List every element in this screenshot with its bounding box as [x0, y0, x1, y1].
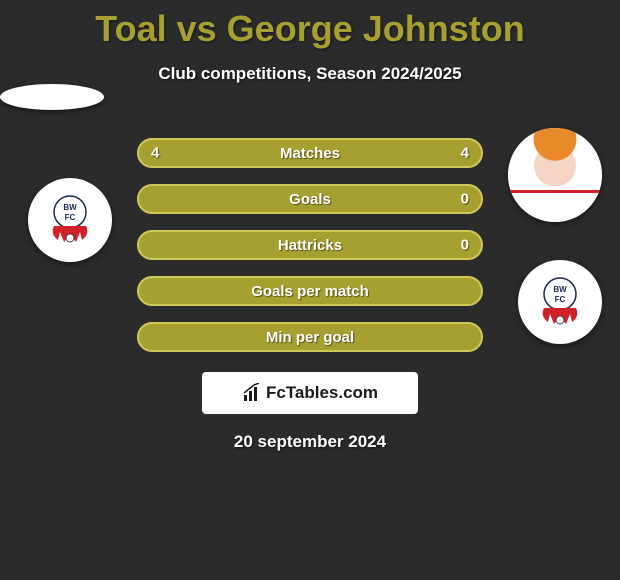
club-badge-graphic: BW FC [40, 190, 100, 250]
stat-right-value: 4 [461, 145, 469, 162]
club-badge-graphic: BW FC [530, 272, 590, 332]
stat-label: Hattricks [278, 237, 342, 254]
stat-label: Matches [280, 145, 340, 162]
bar-chart-icon [242, 383, 262, 403]
stat-row: Goals 0 [137, 184, 483, 214]
svg-text:FC: FC [65, 213, 76, 222]
svg-text:BW: BW [63, 203, 77, 212]
stat-right-value: 0 [461, 191, 469, 208]
stat-label: Min per goal [266, 329, 354, 346]
stat-label: Goals per match [251, 283, 369, 300]
club-right-badge: BW FC [518, 260, 602, 344]
attribution-badge: FcTables.com [202, 372, 418, 414]
svg-text:BW: BW [553, 285, 567, 294]
stat-right-value: 0 [461, 237, 469, 254]
player-left-photo [0, 84, 104, 110]
stat-row: 4 Matches 4 [137, 138, 483, 168]
stat-label: Goals [289, 191, 331, 208]
club-left-badge: BW FC [28, 178, 112, 262]
attribution-text: FcTables.com [266, 383, 378, 403]
page-title: Toal vs George Johnston [0, 0, 620, 50]
stat-row: Hattricks 0 [137, 230, 483, 260]
player-right-photo [508, 128, 602, 222]
player-shirt [508, 190, 602, 222]
svg-text:FC: FC [555, 295, 566, 304]
stat-row: Goals per match [137, 276, 483, 306]
stat-left-value: 4 [151, 145, 159, 162]
date-text: 20 september 2024 [0, 432, 620, 452]
subtitle: Club competitions, Season 2024/2025 [0, 64, 620, 84]
stat-row: Min per goal [137, 322, 483, 352]
stats-container: 4 Matches 4 Goals 0 Hattricks 0 Goals pe… [137, 138, 483, 352]
